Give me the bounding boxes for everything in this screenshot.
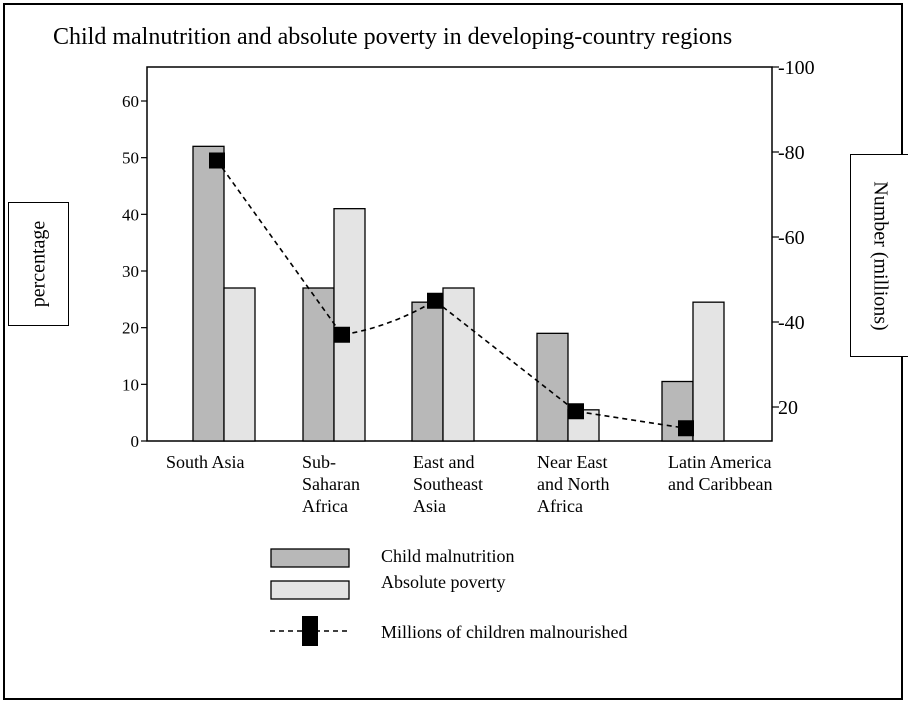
category-label-line: East and bbox=[413, 452, 475, 472]
category-label-line: Near East bbox=[537, 452, 608, 472]
right-axis-label-box: Number (millions) bbox=[850, 154, 908, 357]
poverty-bar-2 bbox=[442, 287, 475, 442]
left-tick-label-60: 60 bbox=[122, 92, 139, 111]
left-tick-label-10: 10 bbox=[122, 375, 139, 394]
category-label-line: South Asia bbox=[166, 452, 245, 472]
category-label-4: Latin America and Caribbean bbox=[668, 451, 772, 495]
poverty-bar-4 bbox=[692, 301, 725, 442]
chart-title: Child malnutrition and absolute poverty … bbox=[53, 24, 733, 50]
left-tick-label-50: 50 bbox=[122, 149, 139, 168]
malnourished-marker-3 bbox=[568, 403, 584, 420]
category-label-line: Africa bbox=[537, 496, 583, 516]
malnourished-line bbox=[216, 160, 687, 430]
malnourished-marker-4 bbox=[678, 420, 694, 437]
malnourished-marker-1 bbox=[334, 326, 350, 343]
category-label-line: Saharan bbox=[302, 474, 360, 494]
legend-swatches bbox=[270, 548, 350, 646]
category-label-3: Near East and North Africa bbox=[537, 451, 609, 517]
legend-label-2: Millions of children malnourished bbox=[381, 622, 628, 642]
right-tick-label-100: -100 bbox=[778, 57, 815, 79]
legend-swatch-poverty bbox=[270, 580, 350, 600]
malnutrition-bar-0 bbox=[192, 145, 225, 442]
legend-label-1: Absolute poverty bbox=[381, 572, 506, 592]
legend-swatch-marker bbox=[302, 616, 318, 646]
right-tick-label-20: 20 bbox=[778, 397, 798, 419]
category-label-line: Asia bbox=[413, 496, 446, 516]
right-tick-label-40: -40 bbox=[778, 312, 805, 334]
category-label-line: Southeast bbox=[413, 474, 483, 494]
category-label-0: South Asia bbox=[166, 451, 245, 473]
right-tick-label-80: -80 bbox=[778, 142, 805, 164]
left-tick-label-30: 30 bbox=[122, 262, 139, 281]
category-label-line: Sub- bbox=[302, 452, 337, 472]
poverty-bar-0 bbox=[223, 287, 256, 442]
left-tick-label-20: 20 bbox=[122, 319, 139, 338]
right-tick-label-60: -60 bbox=[778, 227, 805, 249]
legend-swatch-malnutrition bbox=[270, 548, 350, 568]
poverty-bar-1 bbox=[333, 208, 366, 442]
category-label-line: and Caribbean bbox=[668, 474, 773, 494]
category-label-line: Africa bbox=[302, 496, 348, 516]
category-label-1: Sub- Saharan Africa bbox=[302, 451, 360, 517]
left-tick-label-40: 40 bbox=[122, 205, 139, 224]
category-label-line: Latin America bbox=[668, 452, 772, 472]
left-tick-label-0: 0 bbox=[131, 432, 140, 451]
category-label-line: and North bbox=[537, 474, 610, 494]
malnutrition-bar-3 bbox=[536, 332, 569, 442]
category-label-2: East and Southeast Asia bbox=[413, 451, 483, 517]
malnourished-marker-0 bbox=[209, 152, 225, 169]
legend-label-0: Child malnutrition bbox=[381, 546, 515, 566]
malnutrition-bar-1 bbox=[302, 287, 335, 442]
malnutrition-bar-2 bbox=[411, 301, 444, 442]
left-axis-label-box: percentage bbox=[8, 202, 69, 326]
malnourished-marker-2 bbox=[427, 292, 443, 309]
